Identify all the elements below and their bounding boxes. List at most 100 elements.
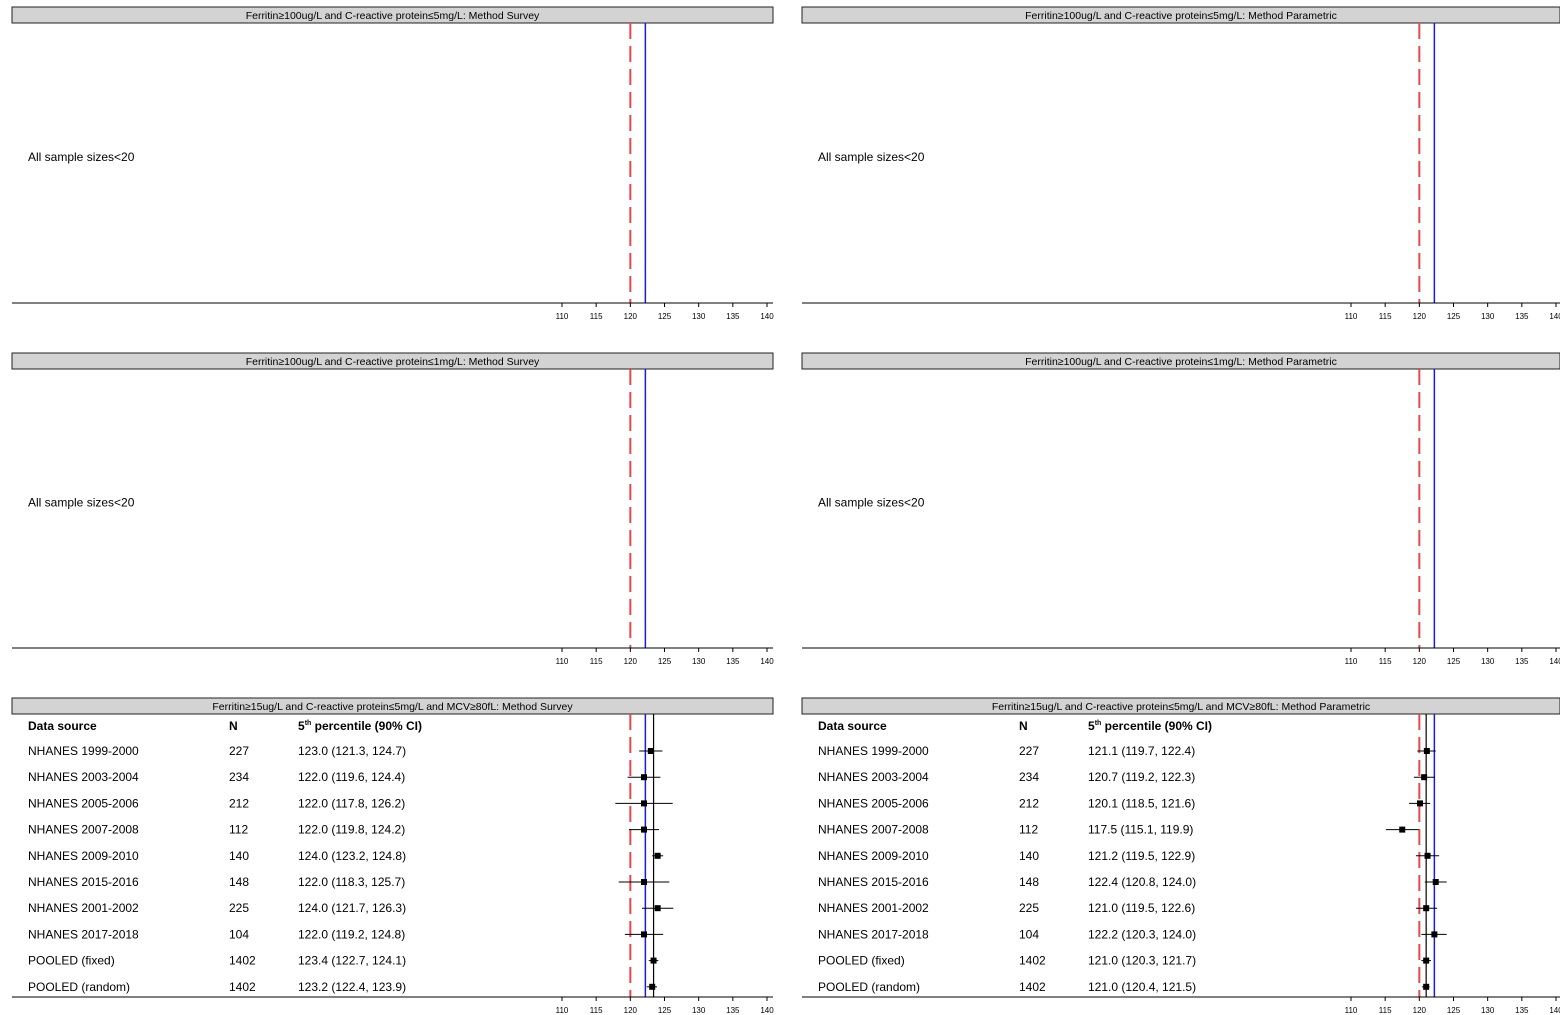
x-tick-label: 120: [624, 312, 638, 321]
row-estimate-ci: 122.0 (117.8, 126.2): [298, 796, 405, 810]
row-n: 148: [229, 875, 249, 889]
forest-panel-2: Ferritin≥100ug/L and C-reactive protein≤…: [801, 6, 1560, 321]
column-header-estimate: 5th percentile (90% CI): [298, 719, 422, 733]
point-estimate-marker: [1423, 905, 1430, 912]
forest-panel-5: Ferritin≥15ug/L and C-reactive protein≤5…: [11, 697, 774, 1015]
row-source: NHANES 2007-2008: [28, 823, 139, 837]
row-n: 104: [1019, 927, 1039, 941]
row-source: NHANES 1999-2000: [28, 744, 139, 758]
x-tick-label: 130: [692, 312, 706, 321]
panel-title: Ferritin≥100ug/L and C-reactive protein≤…: [1025, 10, 1337, 22]
row-source: NHANES 2009-2010: [28, 849, 139, 863]
x-tick-label: 140: [760, 657, 774, 666]
empty-panel-message: All sample sizes<20: [818, 150, 925, 164]
panel-title: Ferritin≥100ug/L and C-reactive protein≤…: [1025, 356, 1337, 368]
point-estimate-marker: [641, 774, 647, 781]
row-source: NHANES 2017-2018: [28, 927, 139, 941]
x-tick-label: 110: [556, 312, 569, 321]
x-tick-label: 135: [726, 657, 740, 666]
row-n: 140: [229, 849, 249, 863]
panel-title: Ferritin≥15ug/L and C-reactive protein≤5…: [212, 701, 573, 713]
row-source: POOLED (random): [818, 980, 920, 994]
row-estimate-ci: 120.7 (119.2, 122.3): [1088, 770, 1195, 784]
row-n: 1402: [229, 980, 256, 994]
x-tick-label: 110: [1345, 657, 1358, 666]
point-estimate-marker: [1423, 957, 1430, 964]
row-n: 104: [229, 927, 249, 941]
point-estimate-marker: [647, 748, 654, 754]
x-tick-label: 115: [590, 312, 603, 321]
estimate-header-text: percentile (90% CI): [311, 719, 422, 733]
x-tick-label: 110: [556, 657, 569, 666]
panel-title: Ferritin≥100ug/L and C-reactive protein≤…: [246, 10, 540, 22]
x-tick-label: 115: [590, 1006, 603, 1015]
column-header-estimate: 5th percentile (90% CI): [1088, 719, 1212, 733]
x-tick-label: 130: [692, 1006, 706, 1015]
estimate-header-number: 5: [298, 719, 305, 733]
point-estimate-marker: [654, 852, 661, 859]
panel-title-bar: [801, 697, 1560, 715]
row-source: NHANES 2003-2004: [818, 770, 929, 784]
panel-title-bar: [11, 697, 774, 715]
point-estimate-marker: [641, 826, 647, 833]
estimate-header-number: 5: [1088, 719, 1095, 733]
row-source: NHANES 2003-2004: [28, 770, 139, 784]
point-estimate-marker: [1423, 983, 1430, 990]
row-n: 227: [1019, 744, 1039, 758]
x-tick-label: 125: [658, 312, 672, 321]
x-tick-label: 110: [556, 1006, 569, 1015]
column-header-n: N: [1019, 719, 1028, 733]
point-estimate-marker: [654, 905, 661, 912]
point-estimate-marker: [1431, 931, 1438, 938]
forest-panel-3: Ferritin≥100ug/L and C-reactive protein≤…: [11, 352, 774, 666]
x-tick-label: 135: [1515, 657, 1529, 666]
row-n: 112: [229, 823, 248, 837]
panel-title-bar: [11, 352, 774, 370]
point-estimate-marker: [650, 957, 657, 964]
x-tick-label: 125: [1447, 1006, 1461, 1015]
x-tick-label: 110: [1345, 312, 1358, 321]
row-n: 1402: [229, 954, 256, 968]
row-estimate-ci: 122.0 (119.6, 124.4): [298, 770, 405, 784]
panel-title-bar: [11, 6, 774, 24]
forest-panel-4: Ferritin≥100ug/L and C-reactive protein≤…: [801, 352, 1560, 666]
estimate-header-superscript: th: [305, 720, 312, 727]
x-tick-label: 140: [1549, 657, 1560, 666]
x-tick-label: 135: [726, 1006, 740, 1015]
point-estimate-marker: [641, 931, 647, 938]
row-estimate-ci: 124.0 (121.7, 126.3): [298, 901, 406, 915]
row-n: 212: [1019, 796, 1039, 810]
row-n: 148: [1019, 875, 1039, 889]
x-tick-label: 115: [1379, 1006, 1392, 1015]
empty-panel-message: All sample sizes<20: [28, 150, 135, 164]
row-source: NHANES 2005-2006: [818, 796, 929, 810]
point-estimate-marker: [1421, 774, 1428, 781]
row-source: POOLED (fixed): [818, 954, 905, 968]
row-estimate-ci: 122.0 (119.2, 124.8): [298, 927, 405, 941]
row-estimate-ci: 122.0 (118.3, 125.7): [298, 875, 405, 889]
row-n: 225: [1019, 901, 1039, 915]
point-estimate-marker: [641, 800, 647, 807]
panel-title: Ferritin≥15ug/L and C-reactive protein≤5…: [992, 701, 1370, 713]
row-n: 140: [1019, 849, 1039, 863]
x-tick-label: 115: [590, 657, 603, 666]
x-tick-label: 120: [624, 1006, 638, 1015]
row-estimate-ci: 121.0 (120.4, 121.5): [1088, 980, 1196, 994]
row-estimate-ci: 123.0 (121.3, 124.7): [298, 744, 406, 758]
forest-panel-1: Ferritin≥100ug/L and C-reactive protein≤…: [11, 6, 774, 321]
point-estimate-marker: [1424, 852, 1431, 859]
row-n: 234: [1019, 770, 1039, 784]
row-estimate-ci: 124.0 (123.2, 124.8): [298, 849, 406, 863]
x-tick-label: 140: [760, 312, 774, 321]
row-estimate-ci: 121.0 (120.3, 121.7): [1088, 954, 1196, 968]
row-estimate-ci: 122.2 (120.3, 124.0): [1088, 927, 1196, 941]
row-estimate-ci: 122.4 (120.8, 124.0): [1088, 875, 1196, 889]
row-n: 1402: [1019, 954, 1046, 968]
x-tick-label: 125: [658, 657, 672, 666]
row-estimate-ci: 121.2 (119.5, 122.9): [1088, 849, 1195, 863]
x-tick-label: 115: [1379, 312, 1392, 321]
row-estimate-ci: 123.4 (122.7, 124.1): [298, 954, 406, 968]
x-tick-label: 135: [726, 312, 740, 321]
row-source: POOLED (random): [28, 980, 130, 994]
